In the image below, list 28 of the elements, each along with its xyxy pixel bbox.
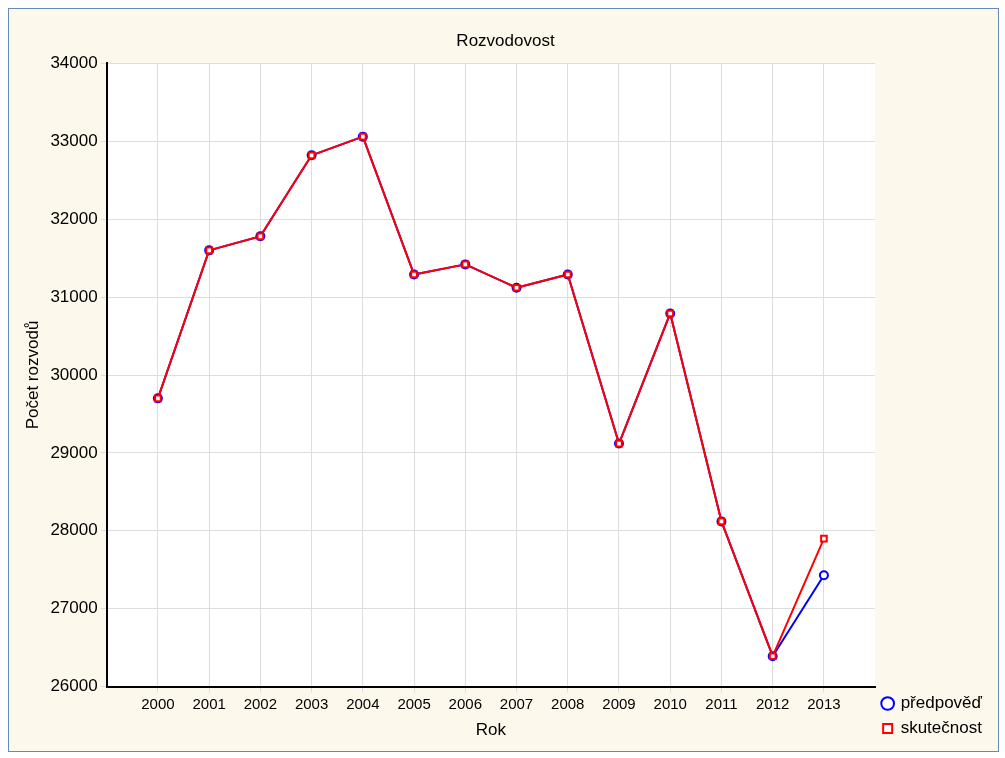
x-tick-label: 2006 [448, 694, 482, 712]
x-tick-label: 2008 [551, 694, 585, 712]
legend-label: skutečnost [900, 718, 983, 738]
x-tick-label: 2011 [705, 694, 738, 712]
x-axis-title: Rok [475, 720, 507, 740]
y-tick-label: 27000 [50, 598, 98, 618]
y-tick-label: 34000 [50, 53, 98, 73]
y-tick-label: 29000 [50, 442, 98, 462]
x-tick-label: 2007 [499, 694, 534, 712]
x-tick-label: 2010 [653, 694, 687, 712]
x-tick-label: 2009 [602, 694, 636, 712]
legend-label: předpověď [900, 693, 983, 713]
y-tick-label: 33000 [50, 130, 98, 150]
x-tick-label: 2013 [807, 694, 841, 712]
x-tick-label: 2012 [756, 694, 790, 712]
x-tick-label: 2004 [346, 694, 380, 712]
x-tick-label: 2000 [141, 694, 175, 712]
y-tick-label: 28000 [50, 520, 98, 540]
y-tick-label: 31000 [50, 286, 98, 306]
y-axis-title: Počet rozvodů [22, 320, 42, 430]
x-tick-label: 2003 [294, 694, 329, 712]
y-tick-label: 30000 [50, 364, 98, 384]
chart-title: Rozvodovost [456, 30, 555, 50]
x-tick-label: 2001 [192, 694, 226, 712]
y-tick-label: 32000 [50, 208, 98, 228]
x-tick-label: 2002 [243, 694, 278, 712]
x-tick-label: 2005 [397, 694, 431, 712]
y-tick-label: 26000 [50, 676, 98, 696]
